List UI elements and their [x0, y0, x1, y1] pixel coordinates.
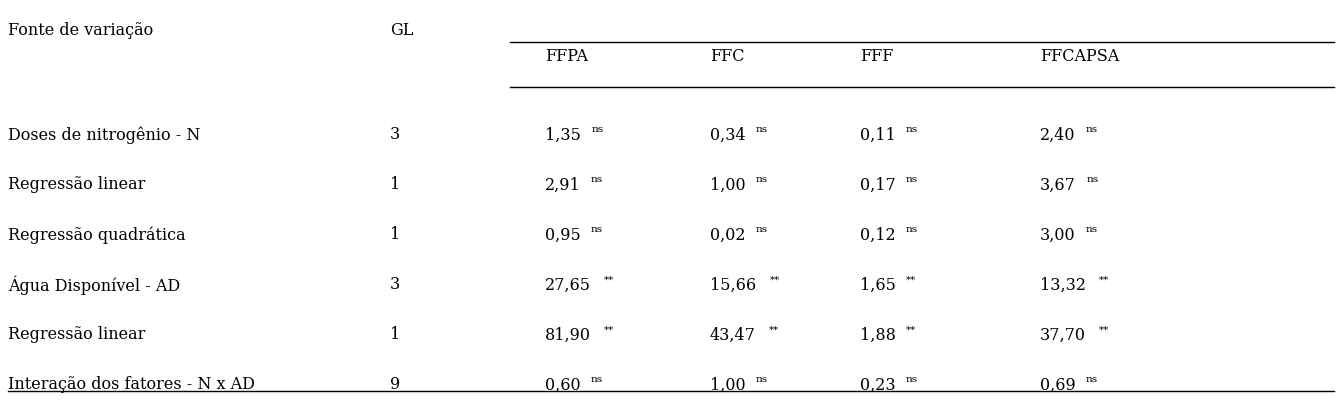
- Text: **: **: [604, 275, 615, 284]
- Text: 81,90: 81,90: [545, 326, 590, 342]
- Text: 37,70: 37,70: [1040, 326, 1086, 342]
- Text: Fonte de variação: Fonte de variação: [8, 22, 153, 39]
- Text: 1,65: 1,65: [860, 276, 896, 293]
- Text: 15,66: 15,66: [710, 276, 756, 293]
- Text: 0,95: 0,95: [545, 226, 581, 243]
- Text: 0,60: 0,60: [545, 376, 581, 393]
- Text: Regressão quadrática: Regressão quadrática: [8, 226, 185, 243]
- Text: 0,17: 0,17: [860, 176, 895, 193]
- Text: ns: ns: [1086, 125, 1098, 134]
- Text: 0,12: 0,12: [860, 226, 895, 243]
- Text: Doses de nitrogênio - N: Doses de nitrogênio - N: [8, 126, 200, 144]
- Text: 0,02: 0,02: [710, 226, 746, 243]
- Text: ns: ns: [906, 375, 918, 383]
- Text: Interação dos fatores - N x AD: Interação dos fatores - N x AD: [8, 376, 255, 393]
- Text: 1: 1: [391, 226, 400, 243]
- Text: 3,00: 3,00: [1040, 226, 1076, 243]
- Text: ns: ns: [592, 125, 604, 134]
- Text: 0,23: 0,23: [860, 376, 895, 393]
- Text: FFCAPSA: FFCAPSA: [1040, 48, 1119, 65]
- Text: Água Disponível - AD: Água Disponível - AD: [8, 275, 180, 294]
- Text: ns: ns: [590, 175, 604, 184]
- Text: ns: ns: [756, 175, 768, 184]
- Text: FFC: FFC: [710, 48, 745, 65]
- Text: 27,65: 27,65: [545, 276, 590, 293]
- Text: 13,32: 13,32: [1040, 276, 1086, 293]
- Text: 0,69: 0,69: [1040, 376, 1076, 393]
- Text: 0,11: 0,11: [860, 126, 895, 143]
- Text: 3: 3: [391, 276, 400, 293]
- Text: FFF: FFF: [860, 48, 894, 65]
- Text: **: **: [906, 324, 917, 334]
- Text: **: **: [1099, 324, 1110, 334]
- Text: ns: ns: [906, 175, 918, 184]
- Text: 0,34: 0,34: [710, 126, 746, 143]
- Text: 1: 1: [391, 326, 400, 342]
- Text: ns: ns: [1086, 175, 1098, 184]
- Text: ns: ns: [1086, 225, 1098, 234]
- Text: ns: ns: [1086, 375, 1098, 383]
- Text: ns: ns: [756, 375, 768, 383]
- Text: **: **: [1099, 275, 1110, 284]
- Text: 1,00: 1,00: [710, 176, 746, 193]
- Text: Regressão linear: Regressão linear: [8, 326, 145, 342]
- Text: ns: ns: [906, 125, 918, 134]
- Text: 2,40: 2,40: [1040, 126, 1075, 143]
- Text: ns: ns: [590, 225, 604, 234]
- Text: 1,88: 1,88: [860, 326, 896, 342]
- Text: **: **: [769, 275, 780, 284]
- Text: ns: ns: [906, 225, 918, 234]
- Text: 1,00: 1,00: [710, 376, 746, 393]
- Text: **: **: [906, 275, 917, 284]
- Text: ns: ns: [756, 225, 768, 234]
- Text: 3: 3: [391, 126, 400, 143]
- Text: 9: 9: [391, 376, 400, 393]
- Text: 1: 1: [391, 176, 400, 193]
- Text: FFPA: FFPA: [545, 48, 588, 65]
- Text: 3,67: 3,67: [1040, 176, 1076, 193]
- Text: 1,35: 1,35: [545, 126, 581, 143]
- Text: **: **: [604, 324, 615, 334]
- Text: ns: ns: [590, 375, 603, 383]
- Text: **: **: [769, 324, 780, 334]
- Text: Regressão linear: Regressão linear: [8, 176, 145, 193]
- Text: 43,47: 43,47: [710, 326, 756, 342]
- Text: 2,91: 2,91: [545, 176, 581, 193]
- Text: GL: GL: [391, 22, 413, 39]
- Text: ns: ns: [756, 125, 768, 134]
